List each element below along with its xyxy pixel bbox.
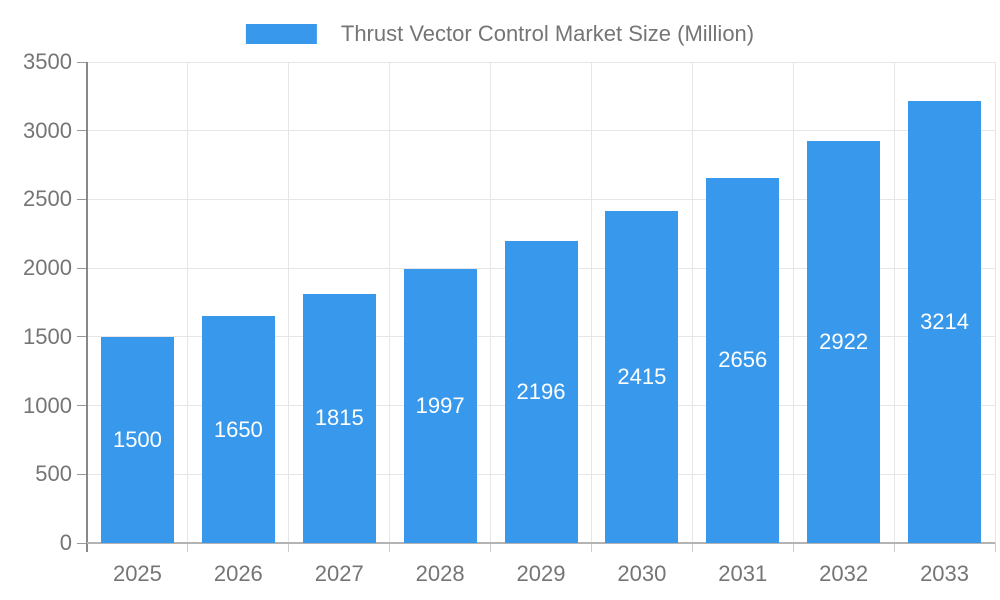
gridline-vertical xyxy=(792,62,794,543)
gridline-vertical xyxy=(187,62,189,543)
x-axis-tick xyxy=(792,543,794,552)
x-axis-tick xyxy=(187,543,189,552)
y-axis-label: 2000 xyxy=(23,255,72,281)
bar[interactable] xyxy=(605,211,679,543)
bar[interactable] xyxy=(201,316,275,543)
gridline-vertical xyxy=(490,62,492,543)
gridline-vertical xyxy=(288,62,290,543)
x-axis-tick xyxy=(490,543,492,552)
bar[interactable] xyxy=(504,241,578,543)
x-axis-tick xyxy=(893,543,895,552)
bar-value-label: 1815 xyxy=(314,405,364,431)
legend-swatch-icon xyxy=(245,24,317,44)
y-axis-tick xyxy=(77,198,87,200)
x-axis-label: 2033 xyxy=(920,561,970,586)
y-axis-tick xyxy=(77,61,87,63)
bar-value-label: 1650 xyxy=(213,416,263,442)
gridline-vertical xyxy=(389,62,391,543)
y-axis-label: 3500 xyxy=(23,49,72,74)
x-axis-label: 2030 xyxy=(617,561,667,586)
gridline-horizontal xyxy=(87,198,995,200)
y-axis-tick xyxy=(77,336,87,338)
x-axis-tick xyxy=(590,543,592,552)
bar[interactable] xyxy=(807,141,881,543)
gridline-horizontal xyxy=(87,130,995,132)
y-axis-tick xyxy=(77,130,87,132)
x-axis-label: 2025 xyxy=(112,561,162,586)
x-axis-label: 2032 xyxy=(819,561,869,586)
bar-value-label: 2922 xyxy=(819,329,869,355)
gridline-horizontal xyxy=(87,61,995,63)
bar-value-label: 2656 xyxy=(718,347,768,373)
y-axis-tick xyxy=(77,267,87,269)
bar-value-label: 2196 xyxy=(516,379,566,405)
x-axis-label: 2027 xyxy=(314,561,364,586)
x-axis-label: 2031 xyxy=(718,561,768,586)
y-axis-label: 0 xyxy=(59,530,72,555)
bar-value-label: 2415 xyxy=(617,364,667,390)
y-axis-line xyxy=(86,62,88,552)
x-axis-label: 2028 xyxy=(415,561,465,586)
y-axis-label: 500 xyxy=(35,461,72,487)
bar[interactable] xyxy=(908,101,982,543)
gridline-vertical xyxy=(590,62,592,543)
x-axis-tick xyxy=(288,543,290,552)
y-axis-tick xyxy=(77,405,87,407)
gridline-vertical xyxy=(893,62,895,543)
legend-label: Thrust Vector Control Market Size (Milli… xyxy=(340,21,755,46)
gridline-vertical xyxy=(994,62,996,543)
y-axis-tick xyxy=(77,542,87,544)
bar[interactable] xyxy=(706,177,780,543)
y-axis-label: 2500 xyxy=(23,186,72,212)
legend-item[interactable]: Thrust Vector Control Market Size (Milli… xyxy=(245,21,755,47)
bar[interactable] xyxy=(302,293,376,543)
y-axis-label: 3000 xyxy=(23,117,72,143)
bar[interactable] xyxy=(403,268,477,543)
x-axis-label: 2026 xyxy=(213,561,263,586)
y-axis-label: 1500 xyxy=(23,323,72,349)
x-axis-label: 2029 xyxy=(516,561,566,586)
gridline-vertical xyxy=(691,62,693,543)
bar-value-label: 3214 xyxy=(920,309,970,335)
x-axis-line xyxy=(87,542,995,544)
x-axis-tick xyxy=(691,543,693,552)
x-axis-tick xyxy=(389,543,391,552)
bar-value-label: 1997 xyxy=(415,392,465,418)
bar[interactable] xyxy=(100,336,174,543)
y-axis-tick xyxy=(77,473,87,475)
bar-value-label: 1500 xyxy=(112,426,162,452)
y-axis-label: 1000 xyxy=(23,392,72,418)
x-axis-tick xyxy=(994,543,996,552)
